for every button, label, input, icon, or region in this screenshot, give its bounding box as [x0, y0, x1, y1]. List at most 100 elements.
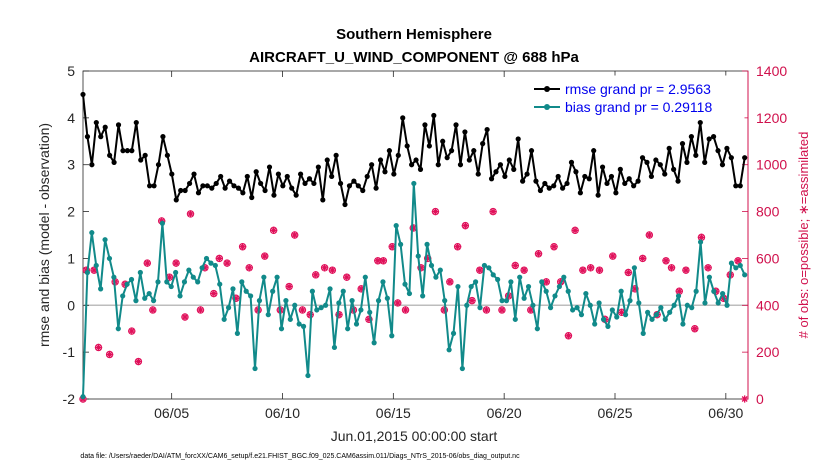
bias-point: [398, 241, 404, 247]
bias-point: [406, 290, 413, 297]
rmse-point: [311, 180, 317, 187]
rmse-point: [235, 185, 242, 191]
rmse-point: [488, 176, 495, 182]
rmse-point: [684, 159, 690, 165]
bias-point: [552, 293, 558, 299]
obs-assimilated-point: [285, 282, 293, 291]
obs-star-stroke: [394, 299, 401, 306]
rmse-point: [551, 183, 557, 189]
bias-point: [437, 267, 443, 273]
bias-point: [525, 283, 532, 290]
rmse-point: [502, 173, 508, 180]
y2-axis-label: # of obs: o=possible; ∗=assimilated: [796, 132, 811, 339]
bias-point: [631, 265, 637, 271]
rmse-point: [226, 178, 233, 184]
bias-point: [111, 274, 117, 280]
obs-assimilated-point: [431, 207, 440, 216]
rmse-point: [697, 119, 703, 126]
bias-point: [675, 293, 682, 299]
rmse-point: [124, 148, 131, 154]
rmse-point: [560, 185, 566, 191]
rmse-point: [155, 162, 162, 168]
obs-star-stroke: [144, 260, 151, 267]
bias-point: [618, 288, 624, 294]
rmse-point: [204, 183, 210, 189]
rmse-point: [599, 164, 606, 170]
obs-star-stroke: [551, 243, 558, 250]
rmse-point: [377, 157, 384, 163]
obs-star-stroke: [299, 306, 306, 313]
bias-point: [115, 326, 121, 332]
obs-assimilated-point: [239, 243, 247, 251]
rmse-point: [284, 173, 290, 180]
obs-star-stroke: [705, 264, 712, 271]
rmse-point: [422, 122, 428, 128]
obs-star-stroke: [639, 255, 646, 262]
rmse-point: [133, 119, 139, 126]
obs-assimilated-point: [624, 268, 632, 277]
obs-assimilated-point: [691, 325, 699, 333]
obs-star-stroke: [741, 396, 748, 402]
rmse-point: [608, 173, 615, 180]
bias-point: [199, 265, 205, 271]
obs-assimilated-point: [564, 332, 573, 340]
legend: rmse grand pr = 2.9563 bias grand pr = 0…: [528, 75, 745, 119]
x-tick-label: 06/30: [708, 405, 743, 421]
bias-point: [415, 253, 421, 259]
bias-point: [389, 333, 395, 339]
obs-assimilated-point: [704, 264, 712, 272]
rmse-point: [493, 169, 499, 175]
obs-star-stroke: [527, 306, 534, 313]
rmse-point: [693, 152, 699, 158]
bias-point: [680, 321, 686, 327]
bias-point: [534, 326, 540, 332]
legend-bias-marker: [544, 104, 550, 110]
bias-point: [278, 326, 285, 332]
bias-point: [450, 330, 457, 336]
rmse-point: [355, 183, 361, 189]
obs-assimilated-point: [394, 299, 402, 307]
obs-star-stroke: [543, 278, 550, 285]
x-axis-label: Jun.01,2015 00:00:00 start: [331, 428, 498, 444]
rmse-point: [675, 178, 681, 184]
obs-star-stroke: [587, 264, 594, 271]
bias-point: [305, 372, 311, 379]
rmse-point: [324, 157, 330, 163]
bias-point: [195, 279, 201, 285]
obs-star-stroke: [490, 208, 497, 215]
rmse-point: [582, 173, 588, 180]
rmse-point: [417, 166, 424, 172]
obs-star-stroke: [149, 306, 156, 313]
obs-assimilated-point: [645, 231, 653, 239]
rmse-point: [297, 171, 304, 177]
obs-star-stroke: [572, 227, 579, 234]
rmse-point: [733, 183, 739, 189]
y-tick-label: 4: [67, 110, 75, 126]
rmse-point: [466, 157, 472, 163]
bias-point: [499, 298, 505, 304]
bias-point: [248, 293, 254, 299]
bias-point: [84, 269, 91, 276]
rmse-point: [564, 180, 570, 187]
bias-point: [159, 220, 166, 226]
y-tick-label: 2: [67, 204, 75, 220]
obs-assimilated-point: [379, 257, 387, 265]
bias-point: [578, 312, 585, 318]
obs-star-stroke: [521, 267, 528, 274]
rmse-point: [679, 141, 686, 147]
obs-star-stroke: [291, 232, 298, 238]
bias-point: [177, 293, 183, 299]
obs-assimilated-point: [468, 297, 476, 305]
rmse-point: [182, 187, 188, 194]
rmse-point: [169, 171, 175, 177]
rmse-point: [715, 148, 721, 154]
bias-point: [252, 365, 258, 372]
x-tick-label: 06/20: [487, 405, 522, 421]
y-axis-label: rmse and bias (model - observation): [36, 123, 52, 347]
rmse-point: [249, 194, 255, 201]
obs-assimilated-point: [520, 266, 528, 274]
bias-point: [411, 180, 417, 187]
chart-subtitle: AIRCRAFT_U_WIND_COMPONENT @ 688 hPa: [249, 49, 579, 66]
rmse-point: [369, 162, 375, 168]
bias-point: [393, 223, 399, 229]
